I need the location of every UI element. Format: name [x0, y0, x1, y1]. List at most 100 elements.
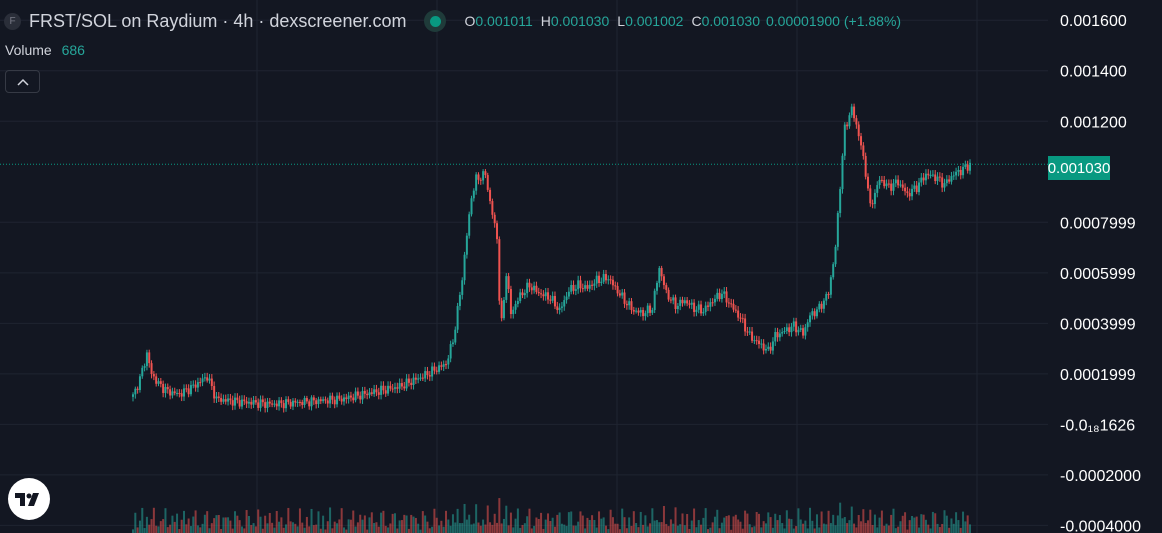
candle-body: [556, 306, 559, 311]
candle-body: [628, 301, 631, 306]
volume-bar: [639, 511, 642, 533]
volume-bar: [180, 519, 183, 533]
volume-bar: [711, 522, 714, 533]
volume-bar: [676, 525, 679, 533]
volume-bar: [762, 521, 765, 533]
candle-body: [547, 292, 550, 300]
candle-body: [658, 268, 661, 283]
candle-body: [764, 348, 767, 351]
volume-bar: [449, 525, 452, 533]
candle-body: [352, 397, 355, 401]
volume-bar: [231, 528, 234, 533]
candle-body: [213, 386, 216, 399]
volume-bar: [537, 518, 540, 533]
volume-bar: [894, 528, 897, 533]
volume-bar: [655, 520, 658, 533]
candle-body: [776, 332, 779, 338]
volume-bar: [183, 510, 186, 533]
volume-bar: [911, 515, 914, 533]
chart-legend: F FRST/SOL on Raydium · 4h · dexscreener…: [4, 8, 901, 34]
candle-body: [686, 300, 689, 304]
volume-bar: [315, 524, 318, 533]
volume-bar: [412, 516, 415, 533]
candle-body: [150, 363, 153, 375]
candle-body: [783, 330, 786, 332]
volume-bar: [890, 514, 893, 533]
candle-body: [176, 392, 179, 394]
candle-body: [802, 328, 805, 336]
volume-bar: [370, 512, 373, 533]
candle-body: [428, 375, 431, 377]
candle-body: [319, 399, 322, 402]
candle-body: [398, 383, 401, 389]
candle-body: [579, 280, 582, 289]
volume-bar: [646, 526, 649, 533]
candle-body: [145, 352, 148, 367]
candle-body: [354, 391, 357, 401]
candle-body: [892, 183, 895, 191]
volume-bar: [567, 512, 570, 533]
volume-bar: [952, 523, 955, 533]
volume-bar: [236, 515, 239, 533]
candle-body: [623, 292, 626, 304]
volume-bar: [774, 513, 777, 533]
y-tick-label: -0.0004000: [1060, 518, 1141, 533]
candle-body: [229, 398, 232, 401]
y-tick-label: 0.0001999: [1060, 367, 1136, 384]
candle-body: [931, 174, 934, 176]
volume-bar: [303, 527, 306, 533]
tradingview-logo-icon[interactable]: [8, 478, 50, 520]
candle-body: [533, 285, 536, 291]
candle-body: [240, 399, 243, 407]
volume-bar: [839, 502, 842, 533]
candle-body: [387, 385, 390, 394]
collapse-legend-button[interactable]: [5, 70, 40, 93]
volume-bar: [317, 511, 320, 533]
volume-bar: [771, 527, 774, 533]
candle-body: [897, 179, 900, 186]
volume-bar: [662, 505, 665, 533]
volume-bar: [857, 515, 860, 533]
candle-body: [813, 311, 816, 317]
candle-body: [690, 302, 693, 305]
volume-bar: [764, 523, 767, 533]
volume-bar: [744, 510, 747, 533]
candle-body: [273, 403, 276, 405]
candle-body: [878, 179, 881, 186]
candle-body: [591, 284, 594, 286]
volume-bar: [783, 528, 786, 533]
volume-bar: [389, 523, 392, 533]
candle-body: [373, 389, 376, 394]
candle-body: [349, 395, 352, 398]
volume-bar: [556, 514, 559, 533]
candle-body: [644, 313, 647, 317]
candle-body: [730, 303, 733, 305]
volume-bar: [621, 508, 624, 533]
candle-body: [370, 392, 373, 394]
volume-bar: [234, 511, 237, 533]
volume-bar: [586, 517, 589, 533]
candle-body: [581, 288, 584, 290]
volume-bar: [658, 522, 661, 533]
candle-body: [769, 346, 772, 351]
volume-bar: [201, 523, 204, 533]
candle-body: [389, 385, 392, 389]
candle-body: [825, 294, 828, 301]
volume-bar: [169, 524, 172, 533]
candle-body: [799, 328, 802, 330]
candle-body: [215, 396, 218, 399]
candlesticks: [132, 103, 971, 413]
volume-bar: [811, 520, 814, 533]
candle-body: [894, 179, 897, 184]
volume-bar: [955, 512, 958, 533]
volume-bar: [252, 523, 255, 533]
volume-bar: [758, 513, 761, 533]
candle-body: [584, 285, 587, 289]
volume-bar: [363, 515, 366, 533]
candle-body: [282, 403, 285, 409]
open-value: 0.001011: [475, 13, 533, 29]
candle-body: [635, 310, 638, 312]
volume-bar: [560, 523, 563, 533]
candle-body: [410, 382, 413, 386]
